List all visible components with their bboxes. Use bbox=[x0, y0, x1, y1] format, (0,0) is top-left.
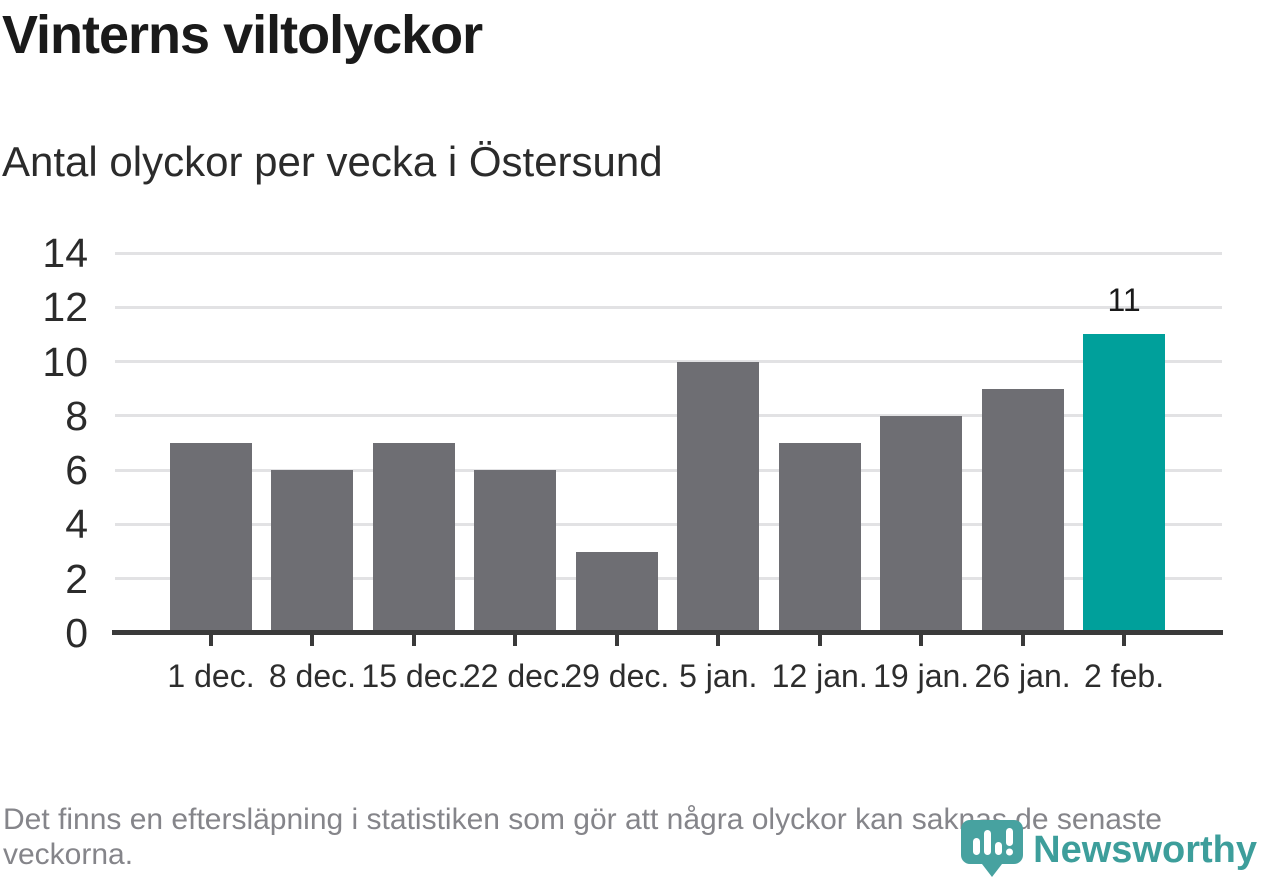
y-axis-tick-label: 2 bbox=[65, 555, 88, 602]
newsworthy-logo: Newsworthy bbox=[960, 819, 1257, 879]
x-axis-tick bbox=[411, 635, 416, 646]
bar bbox=[880, 415, 963, 633]
chart-title: Vinterns viltolyckor bbox=[2, 5, 483, 65]
y-axis-tick-label: 6 bbox=[65, 447, 88, 494]
bar bbox=[474, 470, 557, 633]
x-axis-tick-label: 5 jan. bbox=[679, 658, 758, 694]
y-axis-tick-label: 12 bbox=[42, 284, 88, 331]
x-axis-tick bbox=[1020, 635, 1025, 646]
y-axis-tick-label: 8 bbox=[65, 392, 88, 439]
bar bbox=[981, 388, 1064, 633]
x-axis-tick-label: 8 dec. bbox=[268, 658, 357, 694]
y-axis-tick-label: 14 bbox=[42, 230, 88, 276]
bar bbox=[575, 551, 658, 633]
bar bbox=[372, 443, 455, 633]
gridline bbox=[115, 360, 1222, 364]
y-axis-tick-label: 10 bbox=[42, 338, 88, 385]
y-axis-tick-label: 0 bbox=[65, 610, 88, 656]
x-axis-tick bbox=[310, 635, 315, 646]
gridline bbox=[115, 577, 1222, 581]
x-axis-tick bbox=[919, 635, 924, 646]
x-axis-tick-label: 26 jan. bbox=[974, 658, 1071, 694]
x-axis-tick-label: 1 dec. bbox=[167, 658, 255, 694]
x-axis-tick bbox=[209, 635, 213, 646]
x-axis-tick-label: 15 dec. bbox=[361, 658, 467, 694]
bar bbox=[677, 361, 760, 633]
x-axis-tick bbox=[614, 635, 619, 646]
gridline bbox=[115, 522, 1222, 526]
x-axis-tick bbox=[513, 635, 518, 646]
bar bbox=[778, 443, 861, 633]
x-axis-line bbox=[112, 630, 1223, 635]
x-axis-tick-label: 19 jan. bbox=[873, 658, 970, 694]
x-axis-tick-label: 2 feb. bbox=[1084, 658, 1165, 694]
newsworthy-brand-text: Newsworthy bbox=[1033, 829, 1257, 871]
bar bbox=[271, 470, 354, 633]
gridline bbox=[115, 468, 1222, 472]
gridline bbox=[115, 251, 1222, 255]
x-axis-tick bbox=[1122, 635, 1127, 646]
bar bbox=[170, 443, 252, 633]
gridline bbox=[115, 305, 1222, 309]
chart-subtitle: Antal olyckor per vecka i Östersund bbox=[2, 138, 663, 185]
gridline bbox=[115, 414, 1222, 418]
bar bbox=[1083, 334, 1166, 633]
x-axis-tick-label: 12 jan. bbox=[771, 658, 868, 694]
y-axis-tick-label: 4 bbox=[65, 501, 88, 548]
x-axis-tick-label: 29 dec. bbox=[564, 658, 670, 694]
bar-value-label: 11 bbox=[1107, 282, 1141, 318]
x-axis-tick-label: 22 dec. bbox=[462, 658, 568, 694]
x-axis-tick bbox=[817, 635, 822, 646]
newsworthy-pin-icon bbox=[960, 819, 1024, 879]
x-axis-tick bbox=[716, 635, 721, 646]
